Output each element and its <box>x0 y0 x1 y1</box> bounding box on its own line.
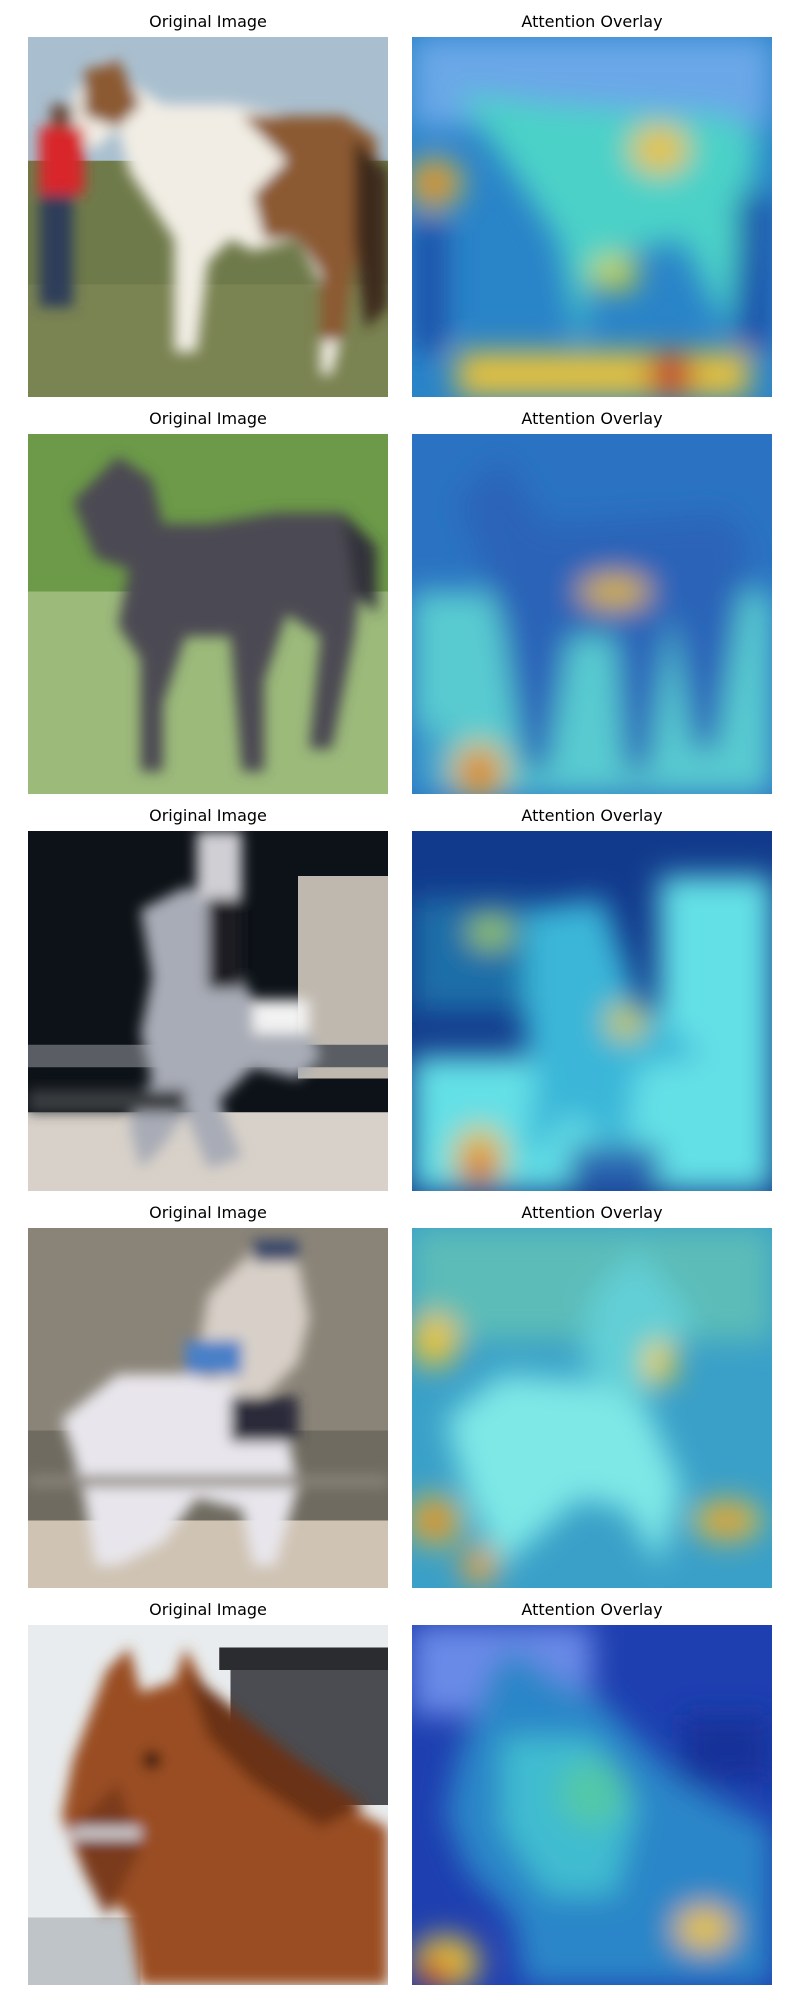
original-image-3 <box>28 831 388 1191</box>
original-image-title-2: Original Image <box>149 409 267 428</box>
original-image-4 <box>28 1228 388 1588</box>
original-image-title-4: Original Image <box>149 1203 267 1222</box>
attention-overlay-title-5: Attention Overlay <box>521 1600 663 1619</box>
attention-overlay-1 <box>412 37 772 397</box>
original-image-2 <box>28 434 388 794</box>
attention-overlay-title-4: Attention Overlay <box>521 1203 663 1222</box>
attention-overlay-title-1: Attention Overlay <box>521 12 663 31</box>
attention-overlay-3 <box>412 831 772 1191</box>
attention-overlay-title-3: Attention Overlay <box>521 806 663 825</box>
original-image-1 <box>28 37 388 397</box>
attention-overlay-4 <box>412 1228 772 1588</box>
original-image-title-3: Original Image <box>149 806 267 825</box>
attention-overlay-5 <box>412 1625 772 1985</box>
original-image-title-1: Original Image <box>149 12 267 31</box>
original-image-5 <box>28 1625 388 1985</box>
original-image-title-5: Original Image <box>149 1600 267 1619</box>
attention-overlay-title-2: Attention Overlay <box>521 409 663 428</box>
attention-overlay-2 <box>412 434 772 794</box>
